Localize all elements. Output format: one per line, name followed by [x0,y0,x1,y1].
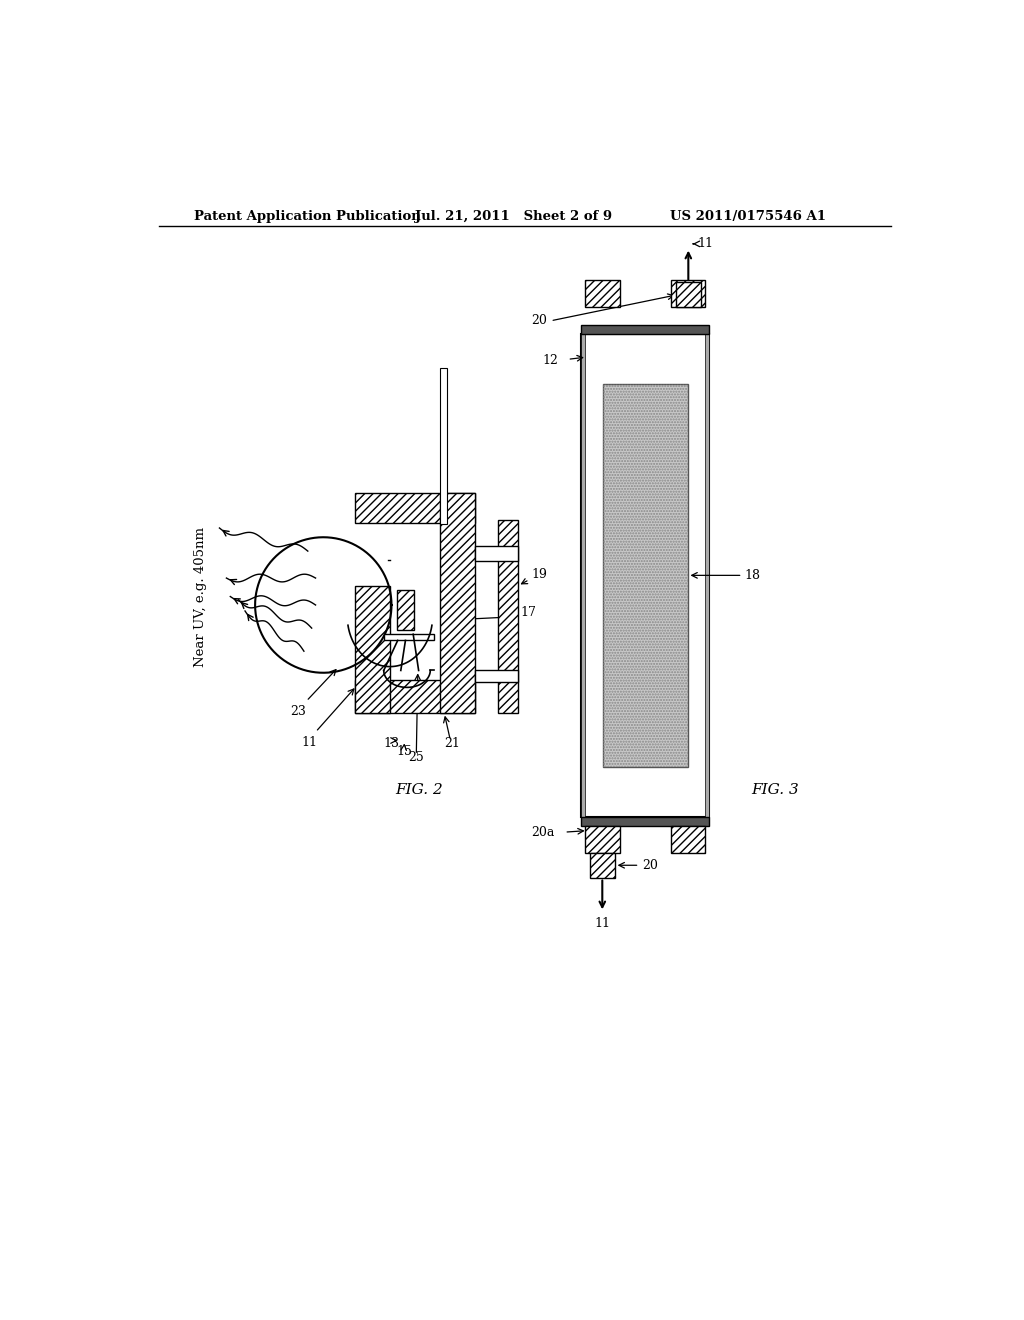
Text: 21: 21 [444,737,460,750]
Text: 11: 11 [594,917,610,931]
Polygon shape [255,537,391,673]
Bar [582,325,710,334]
Bar [603,384,687,767]
Text: 20: 20 [642,859,657,871]
Text: US 2011/0175546 A1: US 2011/0175546 A1 [671,210,826,223]
Text: FIG. 2: FIG. 2 [394,783,442,797]
Bar [582,334,586,817]
Text: 17: 17 [520,606,536,619]
Text: 25: 25 [409,751,424,764]
Bar [671,826,706,853]
Bar [440,368,446,524]
Bar [475,545,518,561]
Bar [582,817,710,826]
Bar [384,635,434,640]
Text: 15: 15 [396,744,412,758]
Bar [355,586,390,713]
Text: 20: 20 [530,314,547,327]
Bar [671,280,706,308]
Text: Near UV, e.g. 405nm: Near UV, e.g. 405nm [194,527,207,668]
Bar [397,590,414,630]
Text: Jul. 21, 2011   Sheet 2 of 9: Jul. 21, 2011 Sheet 2 of 9 [415,210,612,223]
Text: 20a: 20a [530,825,554,838]
Text: 23: 23 [291,705,306,718]
Bar [475,671,518,682]
Bar [355,681,475,713]
Text: 11: 11 [301,735,317,748]
Text: 12: 12 [543,354,558,367]
Bar [440,494,475,713]
Bar [586,280,621,308]
Bar [355,494,475,523]
Bar [582,334,710,817]
Bar [499,520,518,713]
Text: 18: 18 [744,569,760,582]
Bar [603,384,687,767]
Bar [676,282,700,308]
Bar [390,523,440,681]
Bar [586,826,621,853]
Text: Patent Application Publication: Patent Application Publication [194,210,421,223]
Text: FIG. 3: FIG. 3 [752,783,799,797]
Text: 11: 11 [697,238,714,251]
Text: 13: 13 [384,737,399,750]
Bar [590,853,614,878]
Text: 19: 19 [531,568,547,581]
Bar [706,334,710,817]
